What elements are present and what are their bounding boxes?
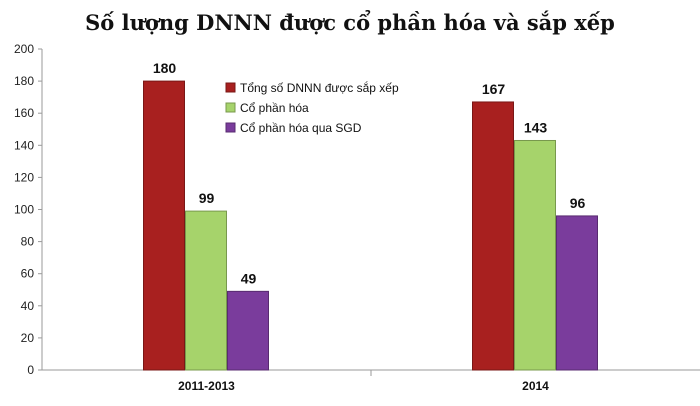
- x-category-label: 2011-2013: [178, 379, 235, 393]
- y-tick-label: 180: [14, 74, 34, 88]
- legend-label: Cổ phần hóa qua SGD: [240, 121, 362, 135]
- legend-swatch: [225, 82, 236, 93]
- y-tick-label: 80: [21, 235, 35, 249]
- y-tick-label: 0: [27, 363, 34, 377]
- data-label: 167: [482, 81, 506, 97]
- bar-2-0: [227, 290, 269, 371]
- data-label: 99: [199, 190, 215, 206]
- data-label: 180: [153, 60, 177, 76]
- bar-0-1: [472, 101, 514, 371]
- data-label: 96: [570, 195, 586, 211]
- y-tick-label: 200: [14, 42, 34, 56]
- legend-label: Cổ phần hóa: [240, 101, 309, 115]
- x-category-label: 2014: [522, 379, 549, 393]
- data-label: 143: [524, 119, 548, 135]
- legend-label: Tổng số DNNN được sắp xếp: [240, 80, 399, 95]
- y-tick-label: 40: [21, 299, 35, 313]
- y-tick-label: 100: [14, 203, 34, 217]
- bar-1-0: [185, 210, 227, 371]
- legend-swatch: [225, 102, 236, 113]
- bar-0-0: [143, 80, 185, 371]
- y-tick-label: 140: [14, 138, 34, 152]
- y-tick-label: 120: [14, 170, 34, 184]
- legend-swatch: [225, 122, 236, 133]
- y-tick-label: 60: [21, 267, 35, 281]
- bar-2-1: [556, 215, 598, 371]
- bar-1-1: [514, 139, 556, 371]
- chart-title: Số lượng DNNN được cổ phần hóa và sắp xế…: [85, 10, 615, 35]
- y-tick-label: 160: [14, 106, 34, 120]
- y-tick-label: 20: [21, 331, 35, 345]
- data-label: 49: [241, 270, 257, 286]
